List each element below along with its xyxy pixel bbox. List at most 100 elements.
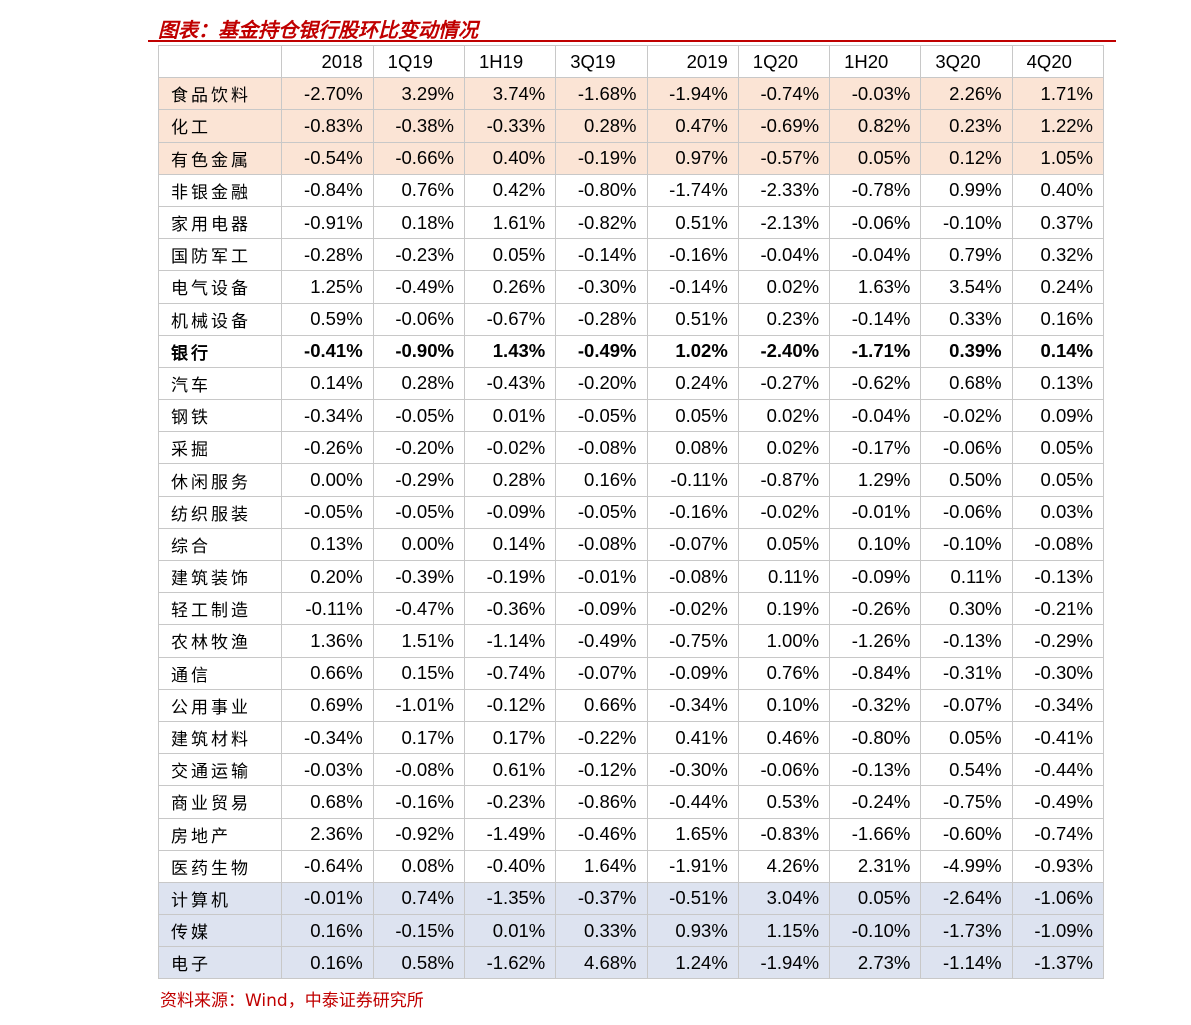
value-cell: 0.33% [555,914,648,948]
value-cell: 0.46% [737,720,831,755]
table-row: 建筑装饰 0.20% -0.39% -0.19% -0.01% -0.08% 0.11% -0… [157,559,1105,594]
sector-name-cell: 计算机 [157,881,283,916]
value-cell: 0.82% [829,109,922,143]
value-cell: -0.34% [1011,688,1105,722]
value-cell: -0.91% [281,205,374,240]
value-cell: 0.20% [281,559,374,594]
sector-name-cell: 采掘 [157,431,283,465]
value-cell: -0.09% [829,559,922,594]
table-row: 休闲服务 0.00% -0.29% 0.28% 0.16% -0.11% -0.87% 1.2… [157,463,1105,497]
value-cell: -0.31% [920,656,1013,690]
value-cell: 0.23% [920,109,1013,143]
table-row: 传媒 0.16% -0.15% 0.01% 0.33% 0.93% 1.15% -0.10% -… [157,914,1105,948]
table-row: 公用事业 0.69% -1.01% -0.12% 0.66% -0.34% 0.10% -0.… [157,688,1105,722]
table-row: 轻工制造 -0.11% -0.47% -0.36% -0.09% -0.02% 0.19% -… [157,592,1105,626]
value-cell: -0.66% [372,141,465,175]
value-cell: 0.12% [920,141,1013,175]
sector-name-cell: 农林牧渔 [157,624,283,658]
value-cell: 0.76% [737,656,831,690]
value-cell: 0.28% [372,366,465,401]
value-cell: 1.63% [829,270,922,304]
value-cell: 0.24% [1011,270,1105,304]
value-cell: 0.17% [463,720,557,755]
value-cell: -0.39% [372,559,465,594]
value-cell: -0.05% [555,495,648,529]
value-cell: -0.44% [1011,753,1105,787]
value-cell: -1.74% [646,173,739,207]
value-cell: -0.16% [646,238,739,272]
column-header: 1H20 [829,44,922,79]
value-cell: 2.31% [829,849,922,883]
value-cell: 0.10% [829,527,922,562]
value-cell: 0.23% [737,302,831,336]
sector-name-cell: 机械设备 [157,302,283,336]
value-cell: -0.21% [1011,592,1105,626]
value-cell: 0.68% [920,366,1013,401]
value-cell: -0.05% [372,495,465,529]
value-cell: -0.04% [829,399,922,433]
value-cell: 0.51% [646,302,739,336]
value-cell: 0.54% [920,753,1013,787]
value-cell: -0.15% [372,914,465,948]
value-cell: -0.03% [829,77,922,111]
value-cell: 0.37% [1011,205,1105,240]
value-cell: -0.07% [646,527,739,562]
column-header: 3Q19 [555,44,648,79]
table-row: 房地产 2.36% -0.92% -1.49% -0.46% 1.65% -0.83% -1.… [157,817,1105,851]
value-cell: 0.76% [372,173,465,207]
value-cell: -0.49% [372,270,465,304]
figure-title: 图表：基金持仓银行股环比变动情况 [158,18,478,42]
sector-name-cell: 非银金融 [157,173,283,207]
sector-name-cell: 商业贸易 [157,785,283,819]
value-cell: -1.35% [463,881,557,916]
value-cell: 0.15% [372,656,465,690]
value-cell: 0.08% [646,431,739,465]
value-cell: -4.99% [920,849,1013,883]
value-cell: -0.08% [646,559,739,594]
table-row: 化工 -0.83% -0.38% -0.33% 0.28% 0.47% -0.69% 0.82… [157,109,1105,143]
value-cell: 1.65% [646,817,739,851]
value-cell: -0.01% [555,559,648,594]
value-cell: -0.27% [737,366,831,401]
value-cell: 0.16% [281,946,374,980]
value-cell: -1.71% [829,334,922,368]
value-cell: -0.30% [646,753,739,787]
table-row: 食品饮料 -2.70% 3.29% 3.74% -1.68% -1.94% -0.74% -0… [157,77,1105,111]
value-cell: -0.06% [920,431,1013,465]
value-cell: -0.33% [463,109,557,143]
value-cell: -1.66% [829,817,922,851]
value-cell: 0.05% [737,527,831,562]
value-cell: -0.14% [829,302,922,336]
value-cell: 0.66% [281,656,374,690]
value-cell: -0.02% [646,592,739,626]
value-cell: -0.34% [646,688,739,722]
value-cell: 1.00% [737,624,831,658]
table-row: 医药生物 -0.64% 0.08% -0.40% 1.64% -1.91% 4.26% 2.3… [157,849,1105,883]
value-cell: -2.40% [737,334,831,368]
value-cell: 0.19% [737,592,831,626]
value-cell: 0.74% [372,881,465,916]
value-cell: 1.02% [646,334,739,368]
value-cell: 0.09% [1011,399,1105,433]
table-row: 汽车 0.14% 0.28% -0.43% -0.20% 0.24% -0.27% -0.62… [157,366,1105,401]
table-row: 电气设备 1.25% -0.49% 0.26% -0.30% -0.14% 0.02% 1.6… [157,270,1105,304]
value-cell: 0.47% [646,109,739,143]
value-cell: 1.15% [737,914,831,948]
value-cell: 0.79% [920,238,1013,272]
value-cell: 3.04% [737,881,831,916]
value-cell: 2.26% [920,77,1013,111]
value-cell: 0.40% [463,141,557,175]
header-row: 2018 1Q19 1H19 3Q19 2019 1Q20 1H20 3Q20 4Q20 [157,44,1105,79]
value-cell: -0.24% [829,785,922,819]
value-cell: 0.01% [463,914,557,948]
value-cell: 0.14% [463,527,557,562]
value-cell: 1.61% [463,205,557,240]
column-header: 1Q19 [372,44,465,79]
value-cell: -0.17% [829,431,922,465]
table-row: 钢铁 -0.34% -0.05% 0.01% -0.05% 0.05% 0.02% -0.04… [157,399,1105,433]
value-cell: -0.14% [555,238,648,272]
column-header: 4Q20 [1011,44,1105,79]
title-divider [148,40,1116,42]
value-cell: 0.42% [463,173,557,207]
header-corner-cell [157,44,283,79]
